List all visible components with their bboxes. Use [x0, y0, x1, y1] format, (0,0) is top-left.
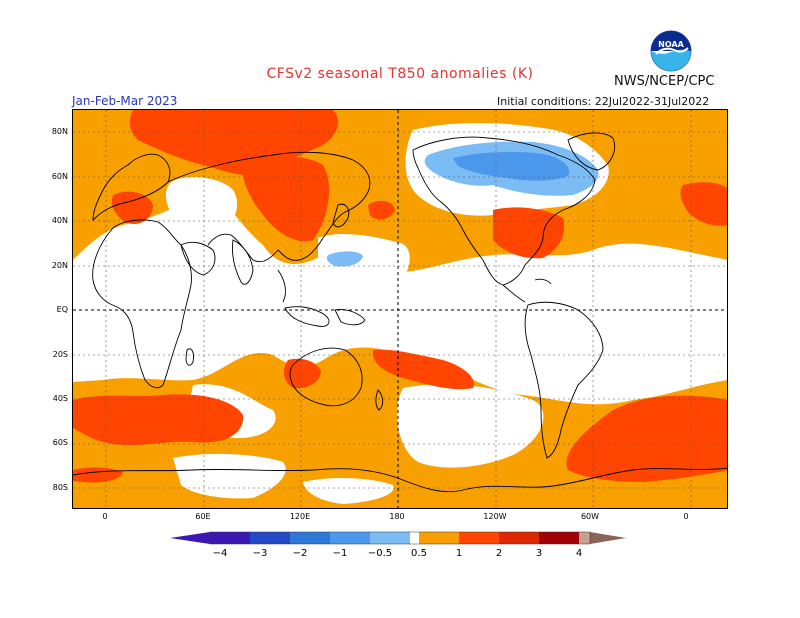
- lon-label: 60E: [195, 512, 211, 521]
- colorbar-label: −2: [292, 548, 308, 559]
- colorbar-label: 0.5: [411, 548, 427, 559]
- lat-label: 40S: [52, 394, 68, 403]
- anomaly-map: [72, 109, 728, 509]
- colorbar-label: −0.5: [367, 548, 393, 559]
- colorbar-label: −4: [212, 548, 228, 559]
- lat-label: 80N: [51, 127, 68, 136]
- lat-label: 60N: [51, 172, 68, 181]
- lon-label: 120E: [289, 512, 311, 521]
- agency-label: NWS/NCEP/CPC: [614, 74, 715, 89]
- main-axes: [73, 110, 727, 508]
- lon-label: 0: [102, 512, 108, 521]
- colorbar: [170, 530, 630, 550]
- lat-label: 60S: [52, 438, 68, 447]
- colorbar-label: −3: [252, 548, 268, 559]
- lon-label: 60W: [580, 512, 600, 521]
- strong-warm-regions: [73, 110, 727, 483]
- colorbar-label: 4: [575, 548, 583, 559]
- lat-label: 20S: [52, 350, 68, 359]
- lat-label: 40N: [51, 216, 68, 225]
- lon-label: 120W: [483, 512, 507, 521]
- colorbar-label: 1: [455, 548, 463, 559]
- neutral-regions: [73, 123, 727, 504]
- noaa-logo: NOAA: [650, 30, 692, 72]
- lat-label: EQ: [56, 305, 68, 314]
- coastlines: [73, 132, 727, 493]
- forecast-period: Jan-Feb-Mar 2023: [72, 94, 178, 108]
- anomaly-map-svg: [73, 110, 727, 508]
- page-title: CFSv2 seasonal T850 anomalies (K): [266, 66, 534, 82]
- lon-label: 180: [389, 512, 405, 521]
- lon-label: 0: [683, 512, 689, 521]
- colorbar-label: 3: [535, 548, 543, 559]
- colorbar-label: 2: [495, 548, 503, 559]
- colorbar-label: −1: [332, 548, 348, 559]
- lat-label: 20N: [51, 261, 68, 270]
- noaa-logo-text: NOAA: [658, 40, 684, 49]
- initial-conditions: Initial conditions: 22Jul2022-31Jul2022: [497, 95, 710, 108]
- cool-regions: [326, 141, 599, 267]
- lat-label: 80S: [52, 483, 68, 492]
